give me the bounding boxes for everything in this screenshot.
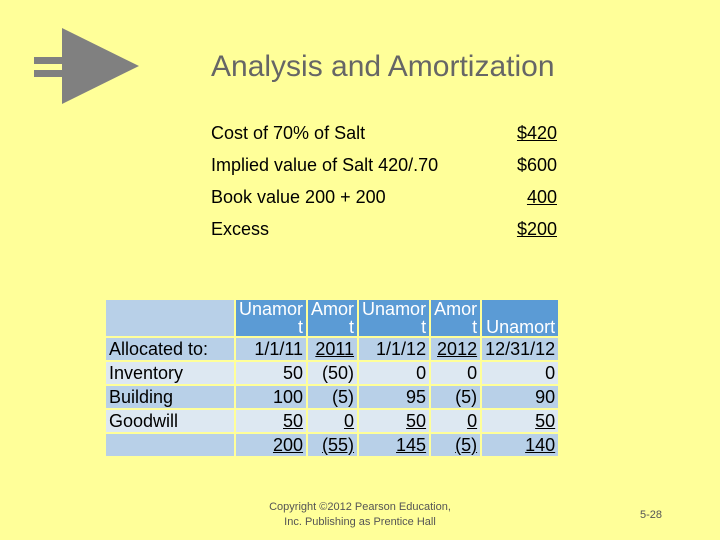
table-cell: 2012 (431, 338, 481, 360)
amortization-table: Unamor t Amor t Unamor t Amor t Unamort Allo… (104, 298, 560, 458)
column-header: Amor t (431, 300, 481, 336)
table-corner-cell (106, 300, 234, 336)
column-header: Amor t (308, 300, 358, 336)
column-header: Unamort (482, 300, 559, 336)
table-cell: 50 (236, 410, 307, 432)
table-cell: 100 (236, 386, 307, 408)
table-cell: (55) (308, 434, 358, 456)
table-cell: 0 (482, 362, 559, 384)
calc-value: 400 (526, 187, 557, 207)
calc-row-implied-value: Implied value of Salt 420/.70 $600 (211, 155, 571, 187)
calc-label: Implied value of Salt 420/.70 (211, 155, 439, 175)
table-cell: 200 (236, 434, 307, 456)
row-label: Inventory (106, 362, 234, 384)
calc-row-excess: Excess $200 (211, 219, 571, 251)
table-row: Goodwill 50 0 50 0 50 (106, 410, 559, 432)
table-cell: 145 (359, 434, 430, 456)
table-cell: 0 (308, 410, 358, 432)
table-cell: 1/1/12 (359, 338, 430, 360)
table-row-dates: Allocated to: 1/1/11 2011 1/1/12 2012 12… (106, 338, 559, 360)
calc-row-book-value: Book value 200 + 200 400 (211, 187, 571, 219)
table-cell: (50) (308, 362, 358, 384)
calc-value: $200 (516, 219, 557, 239)
row-label (106, 434, 234, 456)
calculation-block: Cost of 70% of Salt $420 Implied value o… (211, 123, 571, 251)
table-cell: 0 (431, 362, 481, 384)
calc-row-cost: Cost of 70% of Salt $420 (211, 123, 571, 155)
copyright-line: Inc. Publishing as Prentice Hall (284, 516, 436, 528)
table-header-row: Unamor t Amor t Unamor t Amor t Unamort (106, 300, 559, 336)
table-cell: 50 (359, 410, 430, 432)
table-cell: 50 (482, 410, 559, 432)
page-number: 5-28 (640, 509, 663, 521)
table-cell: 140 (482, 434, 559, 456)
calc-value: $600 (516, 155, 557, 175)
copyright-line: Copyright ©2012 Pearson Education, (269, 501, 451, 513)
table-row: Building 100 (5) 95 (5) 90 (106, 386, 559, 408)
table-cell: 0 (431, 410, 481, 432)
table-cell: 12/31/12 (482, 338, 559, 360)
table-cell: 50 (236, 362, 307, 384)
calc-label: Book value 200 + 200 (211, 187, 386, 207)
calc-label: Cost of 70% of Salt (211, 123, 366, 143)
table-cell: (5) (431, 386, 481, 408)
table-cell: 0 (359, 362, 430, 384)
row-label: Building (106, 386, 234, 408)
table-cell: 90 (482, 386, 559, 408)
table-cell: (5) (431, 434, 481, 456)
copyright-notice: Copyright ©2012 Pearson Education, Inc. … (245, 500, 475, 530)
table-cell: 95 (359, 386, 430, 408)
table-cell: (5) (308, 386, 358, 408)
calc-label: Excess (211, 219, 270, 239)
table-row: Inventory 50 (50) 0 0 0 (106, 362, 559, 384)
calc-value: $420 (516, 123, 557, 143)
slide-title: Analysis and Amortization (211, 50, 555, 83)
table-cell: 2011 (308, 338, 358, 360)
table-row-total: 200 (55) 145 (5) 140 (106, 434, 559, 456)
row-label: Allocated to: (106, 338, 234, 360)
table-cell: 1/1/11 (236, 338, 307, 360)
row-label: Goodwill (106, 410, 234, 432)
arrow-logo-icon (34, 28, 139, 104)
